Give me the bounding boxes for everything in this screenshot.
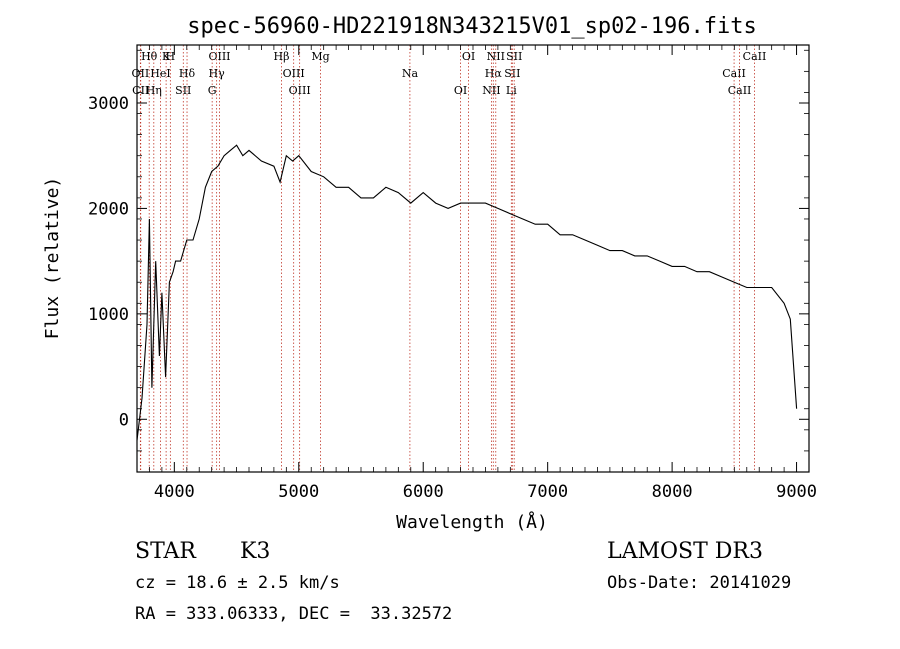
x-tick-label: 9000 (776, 482, 817, 502)
spectral-line-label: Hη (146, 84, 162, 97)
spectral-line-label: SII (506, 50, 522, 63)
y-tick-label: 2000 (88, 199, 129, 219)
x-tick-label: 6000 (403, 482, 444, 502)
y-tick-label: 1000 (88, 305, 129, 325)
series-layer (136, 144, 798, 441)
x-tick-label: 7000 (527, 482, 568, 502)
x-tick-label: 5000 (278, 482, 319, 502)
x-tick-label: 4000 (154, 482, 195, 502)
coordinates: RA = 333.06333, DEC = 33.32572 (135, 604, 453, 624)
spectral-line-label: Hβ (274, 50, 290, 63)
spectral-line-label: Hγ (209, 67, 226, 80)
spectral-line-label: OI (454, 84, 467, 97)
spectral-line-label: CaII (743, 50, 767, 63)
spectral-line-label: Hα (485, 67, 503, 80)
object-subclass: K3 (240, 539, 271, 564)
y-tick-label: 0 (119, 410, 129, 430)
spectral-line-label: H (166, 50, 176, 63)
chart-title: spec-56960-HD221918N343215V01_sp02-196.f… (187, 14, 757, 39)
spectral-line-label: Na (402, 67, 419, 80)
obs-date: Obs-Date: 20141029 (607, 573, 792, 593)
spectral-line-label: OIII (289, 84, 311, 97)
spectral-line-label: NII (487, 50, 505, 63)
spectral-line-label: Mg (311, 50, 329, 63)
spectral-line-label: OIII (283, 67, 305, 80)
x-tick-label: 8000 (652, 482, 693, 502)
spectral-line-label: G (208, 84, 217, 97)
spectral-line-label: OI (462, 50, 475, 63)
spectral-line-label: HeI (150, 67, 170, 80)
spectral-line-label: SII (175, 84, 191, 97)
spectral-line-label: Hδ (179, 67, 196, 80)
spectrum-line (136, 144, 798, 441)
spectral-line-label: CaII (722, 67, 746, 80)
x-axis-label: Wavelength (Å) (396, 511, 548, 533)
spectral-line-label: Hθ (141, 50, 158, 63)
spectral-line-label: SII (504, 67, 520, 80)
spectral-lines-layer: HθOIICIIKHeIHηHHδSIIOIIIHγGHβOIIIOIIIMgN… (132, 45, 767, 472)
axis-ticks-layer: 4000 5000 6000 7000 8000 9000 0 1000 2000 3000 (88, 45, 817, 502)
redshift-info: cz = 18.6 ± 2.5 km/s (135, 573, 340, 593)
plot-frame (136, 44, 810, 473)
spectral-line-label: Li (506, 84, 517, 97)
spectral-line-label: OIII (208, 50, 230, 63)
y-tick-label: 3000 (88, 94, 129, 114)
object-class: STAR (135, 539, 196, 564)
spectral-line-label: K (162, 50, 171, 63)
spectral-line-label: NII (482, 84, 500, 97)
survey-name: LAMOST DR3 (607, 539, 763, 564)
spectral-line-label: CaII (728, 84, 752, 97)
y-axis-label: Flux (relative) (42, 177, 63, 340)
